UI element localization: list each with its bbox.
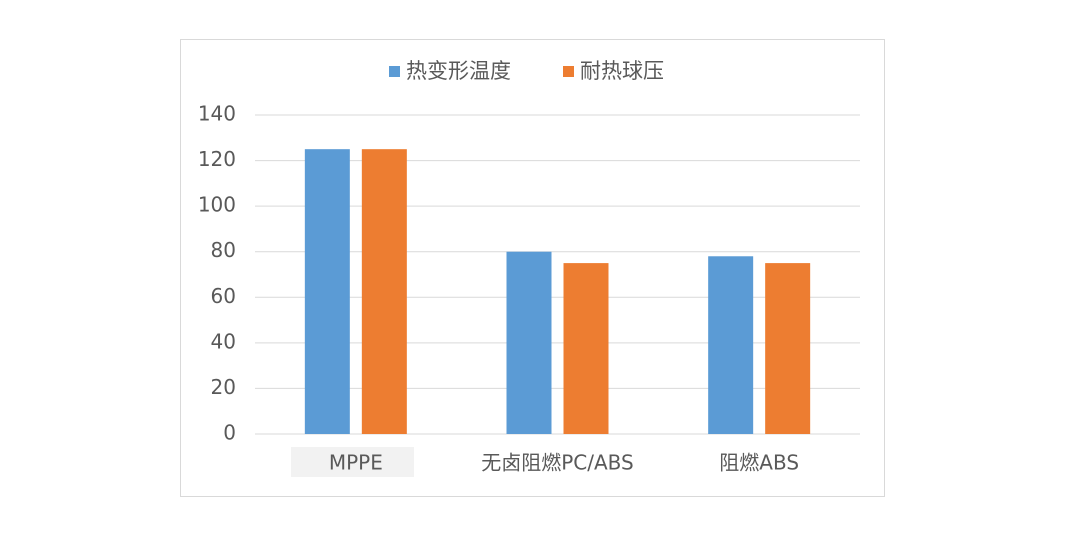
- bar: [765, 263, 811, 434]
- bar: [708, 256, 754, 434]
- x-tick-label: MPPE: [329, 451, 383, 475]
- x-tick-label: 阻燃ABS: [719, 451, 799, 475]
- x-tick-label: 无卤阻燃PC/ABS: [481, 451, 634, 475]
- y-tick-label: 120: [198, 147, 236, 171]
- y-tick-label: 80: [211, 238, 236, 262]
- legend-label: 热变形温度: [406, 59, 511, 83]
- bar: [304, 149, 350, 434]
- y-tick-label: 0: [223, 421, 236, 445]
- y-tick-label: 40: [211, 329, 236, 353]
- y-tick-label: 100: [198, 193, 236, 217]
- y-tick-label: 20: [211, 375, 236, 399]
- legend-swatch: [563, 66, 574, 77]
- y-tick-label: 140: [198, 102, 236, 126]
- y-tick-label: 60: [211, 284, 236, 308]
- legend-label: 耐热球压: [580, 59, 664, 83]
- legend-swatch: [389, 66, 400, 77]
- label-highlight: [291, 447, 414, 477]
- bar: [563, 263, 609, 434]
- bar: [506, 251, 552, 434]
- bar: [361, 149, 407, 434]
